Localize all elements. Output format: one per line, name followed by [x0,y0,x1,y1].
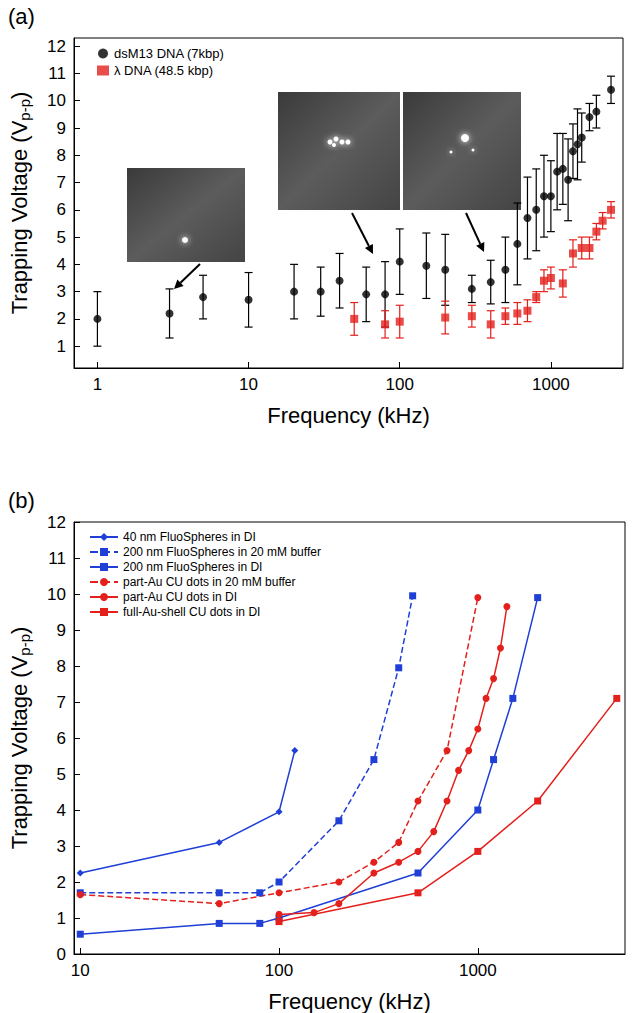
svg-text:3: 3 [57,837,66,856]
svg-text:6: 6 [57,200,66,219]
svg-text:11: 11 [48,549,66,568]
svg-text:200 nm FluoSpheres in DI: 200 nm FluoSpheres in DI [123,560,262,574]
svg-text:full-Au-shell CU dots in DI: full-Au-shell CU dots in DI [123,605,260,619]
svg-text:100: 100 [386,375,414,394]
svg-text:7: 7 [57,693,66,712]
svg-text:8: 8 [57,657,66,676]
svg-text:1: 1 [93,375,102,394]
svg-text:11: 11 [48,64,66,83]
svg-text:1: 1 [57,909,66,928]
svg-text:8: 8 [57,146,66,165]
svg-text:12: 12 [47,513,66,532]
svg-text:part-Au CU dots in DI: part-Au CU dots in DI [123,590,237,604]
svg-text:12: 12 [47,37,66,56]
svg-text:7: 7 [57,173,66,192]
svg-text:10: 10 [47,91,66,110]
svg-text:Trapping Voltage (V: Trapping Voltage (V [7,120,32,314]
svg-text:4: 4 [57,801,66,820]
svg-text:(a): (a) [8,4,35,29]
svg-text:Frequency (kHz): Frequency (kHz) [267,403,430,428]
svg-text:5: 5 [57,228,66,247]
svg-text:200 nm FluoSpheres in 20 mM bu: 200 nm FluoSpheres in 20 mM buffer [123,545,321,559]
svg-text:100: 100 [265,961,293,980]
svg-text:3: 3 [57,282,66,301]
svg-text:1000: 1000 [532,375,570,394]
svg-text:10: 10 [239,375,258,394]
svg-text:40 nm FluoSpheres in DI: 40 nm FluoSpheres in DI [123,530,256,544]
svg-text:2: 2 [57,309,66,328]
svg-text:): ) [7,627,32,634]
svg-text:5: 5 [57,765,66,784]
svg-text:Trapping Voltage (V: Trapping Voltage (V [7,655,32,849]
svg-text:6: 6 [57,729,66,748]
svg-text:dsM13 DNA (7kbp): dsM13 DNA (7kbp) [114,46,224,61]
svg-text:part-Au CU dots in 20 mM buffe: part-Au CU dots in 20 mM buffer [123,575,296,589]
svg-text:λ DNA (48.5 kbp): λ DNA (48.5 kbp) [114,63,213,78]
svg-text:(b): (b) [8,488,35,513]
svg-text:10: 10 [47,585,66,604]
svg-text:9: 9 [57,119,66,138]
svg-text:2: 2 [57,873,66,892]
svg-text:): ) [7,92,32,99]
svg-text:p-p: p-p [16,634,33,656]
svg-text:4: 4 [57,255,66,274]
svg-text:Frequency (kHz): Frequency (kHz) [268,989,431,1013]
svg-text:1: 1 [57,337,66,356]
svg-text:1000: 1000 [459,961,497,980]
svg-text:0: 0 [57,945,66,964]
svg-text:p-p: p-p [16,99,33,121]
svg-text:10: 10 [71,961,90,980]
svg-text:9: 9 [57,621,66,640]
